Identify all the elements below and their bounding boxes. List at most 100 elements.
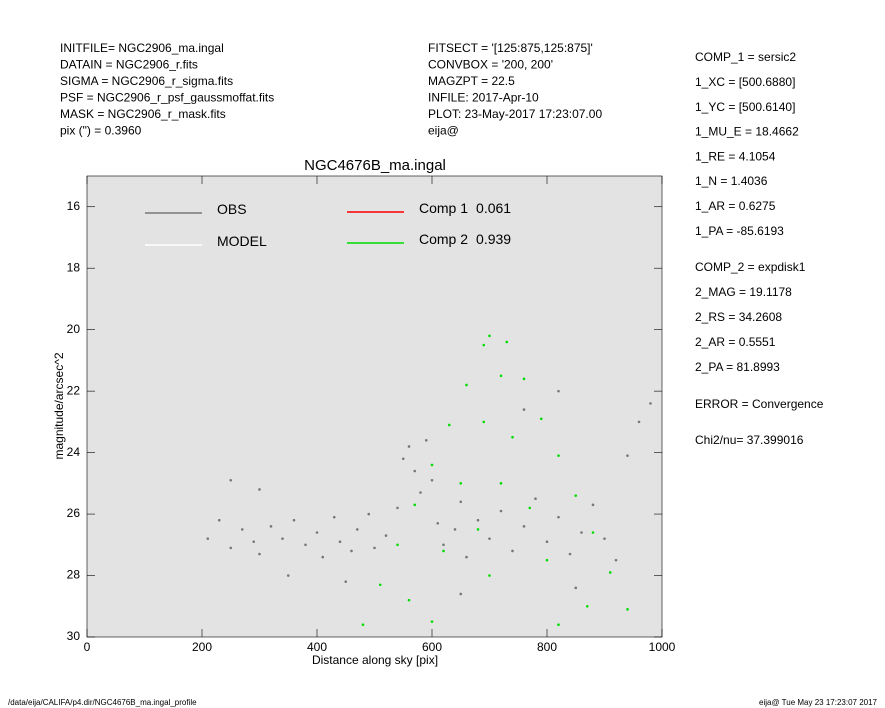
point (240, 528, 244, 531)
header-line: SIGMA = NGC2906_r_sigma.fits (60, 74, 233, 88)
point (522, 408, 526, 411)
point (338, 540, 342, 544)
header-line: MASK = NGC2906_r_mask.fits (60, 107, 226, 121)
point (608, 571, 612, 574)
point (396, 506, 399, 510)
point (626, 608, 629, 611)
legend-name: Comp 1 (419, 200, 468, 216)
point (557, 389, 560, 393)
point (292, 518, 296, 522)
point (269, 525, 273, 528)
header-line: pix (") = 0.3960 (60, 124, 142, 138)
point (626, 454, 629, 457)
point (413, 469, 417, 473)
point (499, 509, 503, 513)
point (522, 525, 526, 528)
point (476, 528, 480, 531)
point (488, 334, 491, 338)
point (568, 552, 572, 556)
header-line: CONVBOX = '200, 200' (428, 58, 553, 72)
point (580, 531, 583, 534)
point (396, 543, 399, 547)
param: 1_RE = 4.1054 (695, 149, 776, 163)
header-line: PLOT: 23-May-2017 17:23:07.00 (428, 107, 602, 121)
y-tick-label: 26 (67, 506, 81, 520)
param: 1_AR = 0.6275 (695, 199, 776, 213)
y-axis-label: magnitude/arcsec^2 (52, 352, 66, 459)
point (350, 549, 353, 553)
point (459, 592, 463, 596)
point (407, 445, 411, 448)
point (442, 549, 445, 553)
param: 1_N = 1.4036 (695, 174, 768, 188)
point (539, 417, 543, 421)
point (430, 478, 434, 482)
point (591, 531, 595, 534)
y-tick-label: 28 (67, 568, 81, 582)
point (361, 623, 365, 627)
legend-label: MODEL (217, 233, 267, 249)
point (488, 574, 491, 577)
point (528, 506, 532, 510)
param: 2_PA = 81.8993 (695, 360, 780, 374)
x-tick-label: 0 (84, 640, 91, 654)
point (252, 540, 256, 544)
param: COMP_2 = expdisk1 (695, 260, 806, 274)
point (206, 537, 210, 540)
point (344, 580, 348, 583)
legend-label: Comp 1 0.061 (419, 200, 511, 216)
point (488, 537, 491, 540)
point (401, 457, 405, 461)
point (453, 528, 457, 531)
param: 2_AR = 0.5551 (695, 335, 776, 349)
x-tick-label: 800 (537, 640, 557, 654)
point (321, 555, 325, 559)
point (585, 604, 589, 608)
point (574, 494, 578, 497)
param: 1_YC = [500.6140] (695, 100, 795, 114)
point (229, 546, 233, 550)
point (499, 374, 503, 378)
point (384, 534, 388, 537)
point (511, 549, 514, 553)
point (459, 482, 463, 485)
point (476, 518, 480, 522)
x-tick-label: 600 (422, 640, 442, 654)
param: 1_XC = [500.6880] (695, 75, 795, 89)
header-line: MAGZPT = 22.5 (428, 74, 515, 88)
y-tick-label: 16 (67, 199, 81, 213)
point (557, 454, 560, 457)
point (603, 537, 606, 540)
point (465, 383, 468, 387)
point (465, 555, 468, 559)
point (355, 528, 359, 531)
point (545, 558, 549, 562)
header-line: eija@ (428, 124, 459, 138)
header-line: DATAIN = NGC2906_r.fits (60, 58, 198, 72)
point (649, 402, 652, 405)
param-error: ERROR = Convergence (695, 397, 824, 411)
header-line: INITFILE= NGC2906_ma.ingal (60, 41, 224, 55)
header-line: PSF = NGC2906_r_psf_gaussmoffat.fits (60, 91, 274, 105)
point (591, 503, 595, 507)
point (304, 543, 307, 547)
param: 1_MU_E = 18.4662 (695, 125, 799, 139)
point (367, 512, 371, 516)
point (447, 423, 451, 427)
header-line: FITSECT = '[125:875,125:875]' (428, 41, 593, 55)
point (482, 343, 486, 347)
param: 1_PA = -85.6193 (695, 224, 784, 238)
legend-name: MODEL (217, 233, 267, 249)
point (424, 439, 428, 442)
footer-date: eija@ Tue May 23 17:23:07 2017 (759, 698, 878, 707)
point (281, 537, 284, 540)
param: COMP_1 = sersic2 (695, 50, 796, 64)
point (413, 503, 417, 507)
legend-label: OBS (217, 201, 247, 217)
chart-title: NGC4676B_ma.ingal (304, 157, 446, 174)
point (332, 515, 336, 519)
point (557, 515, 560, 519)
point (373, 546, 376, 550)
point (258, 488, 261, 491)
